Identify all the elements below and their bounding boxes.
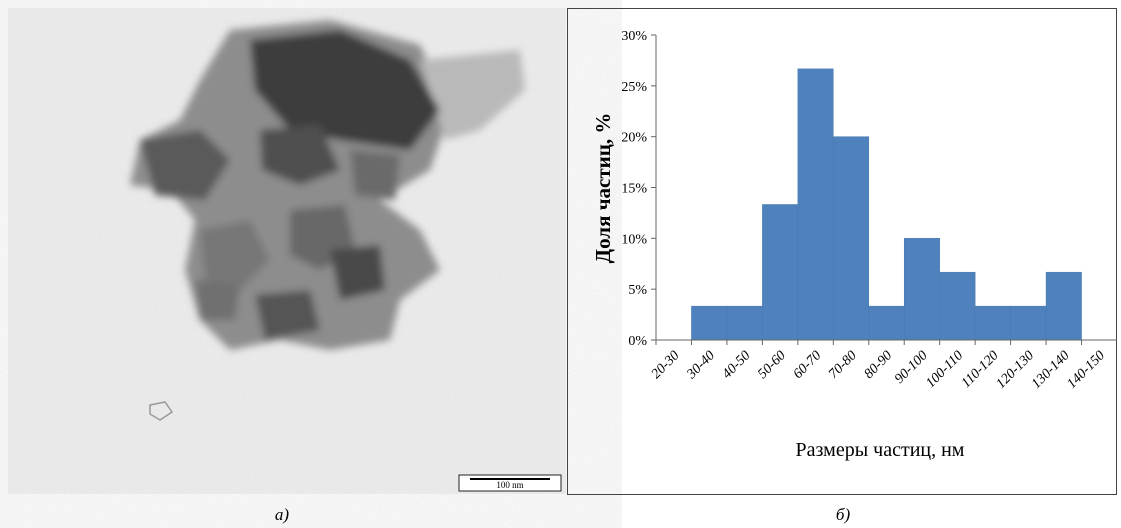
bar (904, 238, 939, 340)
bar (833, 137, 868, 340)
y-tick-label: 10% (621, 232, 647, 247)
figure-canvas: 100 nm а) б) Размеры частиц, нм Доля час… (0, 0, 1121, 528)
micrograph: 100 nm (8, 8, 566, 494)
bar (869, 306, 904, 340)
y-tick-label: 5% (628, 283, 647, 298)
panel-label: б) (836, 505, 851, 524)
bar (762, 204, 797, 340)
x-tick-label: 110-120 (959, 348, 1002, 391)
bar (798, 69, 833, 340)
figure: 100 nm а) б) Размеры частиц, нм Доля час… (0, 0, 1121, 528)
x-tick-label: 130-140 (1029, 348, 1073, 392)
x-tick-label: 20-30 (649, 348, 683, 382)
scale-bar-label: 100 nm (496, 480, 523, 490)
x-tick-label: 70-80 (826, 348, 860, 382)
bar (727, 306, 762, 340)
bar (691, 306, 726, 340)
x-tick-label: 80-90 (862, 348, 896, 382)
x-axis-label: Размеры частиц, нм (796, 439, 965, 461)
y-tick-label: 20% (621, 131, 647, 146)
x-tick-label: 100-110 (923, 348, 966, 391)
y-tick-label: 30% (621, 29, 647, 44)
panel-label: а) (275, 505, 290, 524)
y-tick-label: 15% (621, 182, 647, 197)
bar (975, 306, 1010, 340)
bar (1011, 306, 1046, 340)
x-tick-label: 30-40 (684, 348, 718, 382)
y-axis-label: Доля частиц, % (591, 113, 615, 264)
x-tick-label: 60-70 (791, 348, 825, 382)
bar (940, 272, 975, 340)
y-tick-label: 0% (628, 334, 647, 349)
x-tick-label: 40-50 (720, 348, 754, 382)
x-tick-label: 50-60 (755, 348, 789, 382)
bar (1046, 272, 1081, 340)
x-tick-label: 120-130 (994, 348, 1038, 392)
x-tick-label: 140-150 (1064, 348, 1108, 392)
y-tick-label: 25% (621, 80, 647, 95)
